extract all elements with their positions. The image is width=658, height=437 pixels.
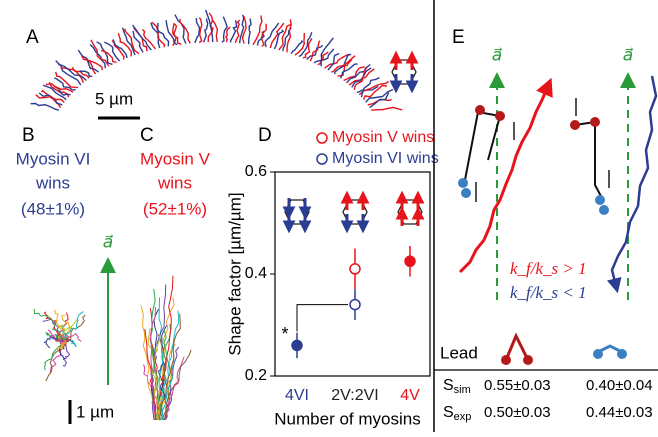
trajectory — [195, 18, 200, 43]
lead-icon — [593, 346, 627, 359]
trajectory — [31, 104, 59, 111]
x-tick-label: 4VI — [285, 387, 309, 404]
panel-title: Myosin VI — [16, 149, 91, 168]
lead-icon — [501, 336, 533, 365]
annotation: * — [281, 324, 288, 344]
row-label: Ssim — [443, 377, 471, 396]
legend-label: Myosin VI wins — [332, 150, 439, 167]
panel-label: D — [258, 125, 272, 146]
figure: A 5 µm B Myosin VI wins (48±1%) a⃗ 1 µm … — [0, 0, 658, 432]
panel-label: A — [26, 27, 39, 48]
data-point — [350, 300, 360, 310]
data-point — [405, 256, 415, 266]
scale-label: 5 µm — [95, 89, 133, 108]
trajectory — [310, 41, 320, 61]
row-label: Sexp — [443, 404, 471, 423]
row-subscript: exp — [454, 411, 472, 423]
x-tick-label: 4V — [400, 387, 420, 404]
icon — [398, 194, 422, 226]
ratio-label: k_f/k_s > 1 — [510, 259, 587, 278]
y-axis-label: Shape factor [µm/µm] — [225, 192, 244, 355]
table-cell: 0.55±0.03 — [484, 377, 551, 394]
panel-share: (52±1%) — [143, 199, 207, 218]
row-symbol: S — [443, 377, 454, 394]
scale-label: 1 µm — [76, 402, 114, 421]
panel-label: B — [22, 125, 35, 146]
panel-title: wins — [157, 173, 192, 192]
panel-title: wins — [35, 173, 70, 192]
y-tick-label: 0.2 — [245, 367, 267, 384]
ratio-label: k_f/k_s < 1 — [510, 283, 587, 302]
trajectory — [371, 107, 402, 110]
row-subscript: sim — [454, 384, 471, 396]
panel-label: C — [140, 125, 154, 146]
table: Ssim 0.55±0.03 0.40±0.04 Sexp 0.50±0.03 0.44±… — [443, 377, 653, 423]
legend-label: Myosin V wins — [332, 129, 434, 146]
trajectory — [180, 19, 191, 43]
arrow-label: a⃗ — [492, 45, 503, 64]
table-cell: 0.50±0.03 — [484, 404, 551, 421]
trajectory — [299, 32, 312, 56]
legend-marker — [317, 154, 327, 164]
icon — [285, 198, 309, 230]
row-symbol: S — [443, 404, 454, 421]
significance-bracket — [297, 305, 348, 332]
x-tick-label: 2V:2VI — [331, 387, 378, 404]
icon — [392, 54, 416, 90]
trajectory — [249, 19, 251, 45]
icon — [343, 194, 367, 230]
trajectory — [204, 19, 208, 43]
table-cell: 0.40±0.04 — [586, 377, 653, 394]
panel-label: E — [452, 27, 465, 48]
trajectory — [291, 41, 302, 54]
y-tick-label: 0.4 — [245, 265, 267, 282]
trajectory — [231, 20, 237, 42]
data-point — [350, 264, 360, 274]
trajectory — [226, 27, 230, 42]
arrow-label: a⃗ — [103, 232, 114, 251]
trajectory — [612, 76, 656, 286]
data-point — [292, 340, 302, 350]
table-cell: 0.44±0.03 — [586, 404, 653, 421]
trajectory — [253, 16, 262, 45]
x-axis-label: Number of myosins — [274, 409, 420, 428]
trajectory — [287, 25, 291, 53]
legend-marker — [317, 133, 327, 143]
y-tick-label: 0.6 — [245, 163, 267, 180]
panel-share: (48±1%) — [21, 199, 85, 218]
row-label: Lead — [440, 343, 478, 362]
panel-title: Myosin V — [140, 149, 211, 168]
arrow-label: a⃗ — [623, 45, 634, 64]
